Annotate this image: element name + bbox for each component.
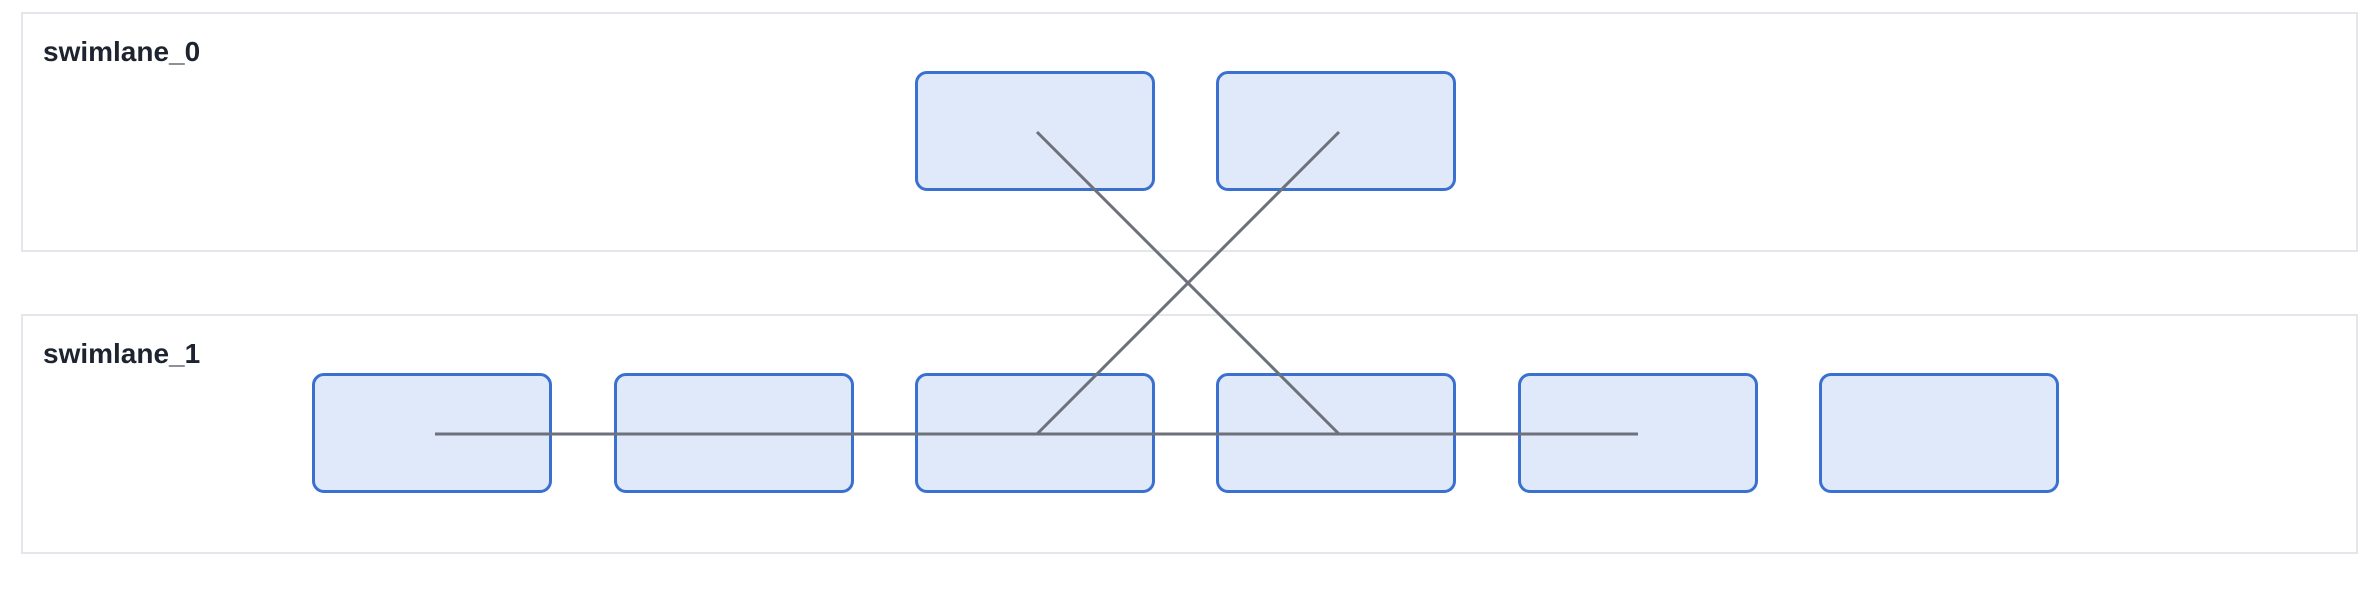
swimlane-label: swimlane_1 [43,338,201,369]
lane1-node-5[interactable] [1518,373,1758,493]
swimlane-label: swimlane_0 [43,36,201,67]
lane1-node-6[interactable] [1819,373,2059,493]
lane0-node-2[interactable] [1216,71,1456,191]
lane1-node-4[interactable] [1216,373,1456,493]
swimlane-0: swimlane_0 [21,12,2358,252]
lane1-node-3[interactable] [915,373,1155,493]
lane0-node-1[interactable] [915,71,1155,191]
lane1-node-1[interactable] [312,373,552,493]
lane1-node-2[interactable] [614,373,854,493]
